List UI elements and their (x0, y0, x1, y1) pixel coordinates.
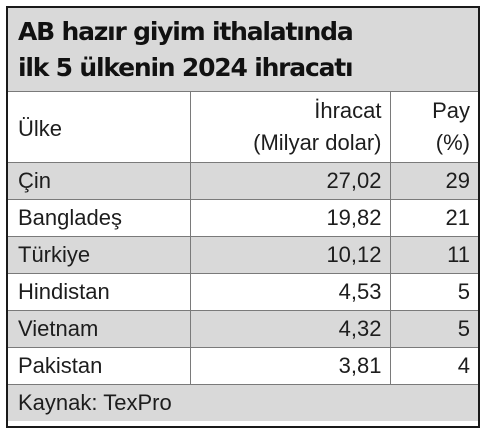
header-row: Ülke İhracat (Milyar dolar) Pay (%) (8, 92, 478, 163)
share-cell: 21 (389, 199, 478, 237)
export-cell: 10,12 (189, 236, 390, 274)
country-cell: Pakistan (8, 347, 190, 385)
header-export: İhracat (Milyar dolar) (189, 92, 390, 163)
country-cell: Vietnam (8, 310, 190, 348)
table-row: Vietnam 4,32 5 (8, 310, 478, 348)
country-cell: Hindistan (8, 273, 190, 311)
title-line-1: AB hazır giyim ithalatında (18, 17, 354, 46)
header-share-line-2: (%) (435, 129, 470, 155)
source-row: Kaynak: TexPro (8, 384, 478, 421)
table-row: Türkiye 10,12 11 (8, 236, 478, 274)
header-share-line-1: Pay (432, 97, 470, 123)
share-cell: 11 (389, 236, 478, 274)
share-cell: 4 (389, 347, 478, 385)
header-export-line-2: (Milyar dolar) (253, 129, 382, 155)
header-country: Ülke (8, 92, 190, 163)
country-cell: Türkiye (8, 236, 190, 274)
header-export-line-1: İhracat (314, 97, 382, 123)
table-row: Bangladeş 19,82 21 (8, 199, 478, 237)
export-table-card: AB hazır giyim ithalatında ilk 5 ülkenin… (6, 6, 480, 428)
share-cell: 5 (389, 273, 478, 311)
export-table: Ülke İhracat (Milyar dolar) Pay (%) Çin … (8, 92, 478, 421)
table-row: Pakistan 3,81 4 (8, 347, 478, 385)
share-cell: 29 (389, 162, 478, 200)
export-cell: 4,32 (189, 310, 390, 348)
export-cell: 4,53 (189, 273, 390, 311)
title-line-2: ilk 5 ülkenin 2024 ihracatı (18, 53, 354, 82)
header-share: Pay (%) (389, 92, 478, 163)
country-cell: Bangladeş (8, 199, 190, 237)
export-cell: 27,02 (189, 162, 390, 200)
export-cell: 3,81 (189, 347, 390, 385)
table-row: Hindistan 4,53 5 (8, 273, 478, 311)
source-note: Kaynak: TexPro (8, 384, 478, 421)
table-title: AB hazır giyim ithalatında ilk 5 ülkenin… (8, 8, 478, 92)
share-cell: 5 (389, 310, 478, 348)
table-row: Çin 27,02 29 (8, 162, 478, 200)
country-cell: Çin (8, 162, 190, 200)
export-cell: 19,82 (189, 199, 390, 237)
